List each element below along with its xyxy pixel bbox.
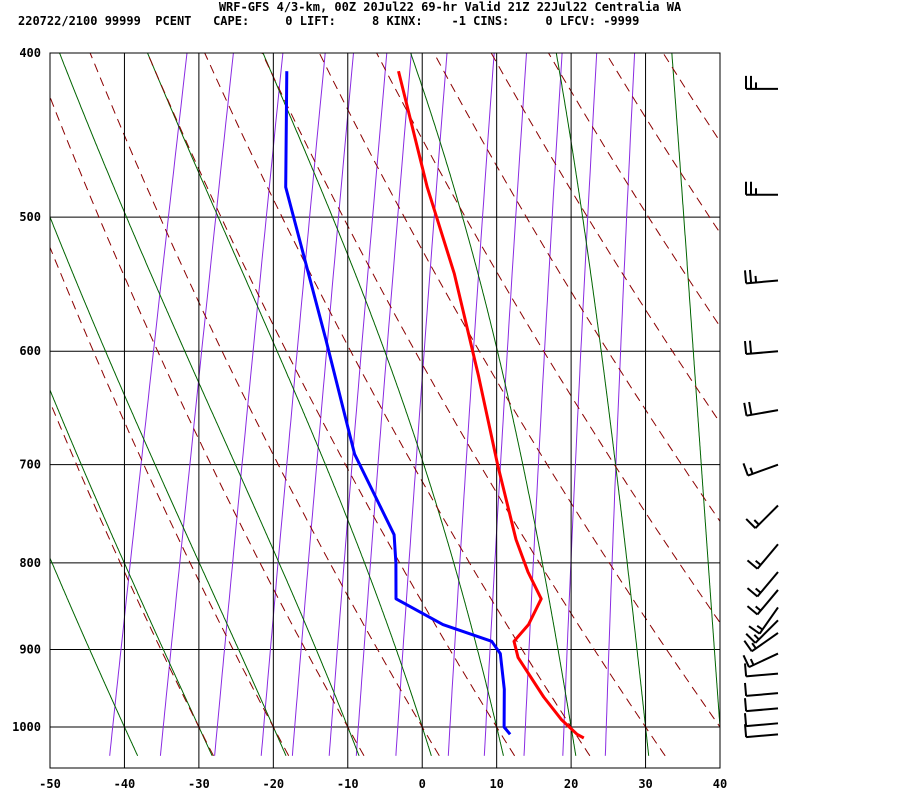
moist-adiabats	[50, 53, 720, 756]
moist-adiabat	[50, 556, 139, 756]
mixing-ratio-line	[214, 53, 284, 756]
dry-adiabat	[146, 53, 516, 757]
temperature-label: 10	[489, 777, 503, 791]
dry-adiabat	[318, 53, 720, 728]
temperature-label: -10	[337, 777, 359, 791]
temperature-label: -20	[262, 777, 284, 791]
mixing-ratio-line	[328, 53, 388, 756]
mixing-ratio-line	[109, 53, 188, 756]
wind-barb	[743, 269, 779, 285]
pressure-tick-labels: 400 500 600 700 800 900 1000	[12, 46, 41, 734]
mixing-ratio-line	[395, 53, 448, 756]
dry-adiabat	[829, 44, 900, 756]
mixing-ratio-line	[604, 53, 636, 756]
temperature-label: 20	[564, 777, 578, 791]
mixing-ratio-line	[260, 53, 326, 756]
temperature-label: -40	[114, 777, 136, 791]
dry-adiabat	[547, 53, 720, 328]
wind-barb	[745, 75, 778, 90]
wind-barbs	[742, 75, 779, 739]
mixing-ratio-line	[159, 53, 234, 756]
wind-barb	[745, 181, 778, 196]
dry-adiabat	[662, 53, 720, 143]
pressure-label: 500	[19, 210, 41, 224]
pressure-label: 1000	[12, 720, 41, 734]
isotherm-gridlines	[123, 53, 720, 768]
wind-barb	[748, 606, 779, 635]
pressure-label: 700	[19, 458, 41, 472]
wind-barb	[743, 713, 779, 728]
wind-barb	[745, 504, 779, 529]
moist-adiabat	[410, 53, 577, 756]
moist-adiabat	[58, 53, 360, 756]
dry-adiabat	[89, 53, 440, 757]
dry-adiabat	[204, 53, 591, 757]
moist-adiabat	[262, 53, 504, 756]
mixing-ratio-lines	[109, 53, 636, 756]
plot-frame	[49, 52, 721, 769]
pressure-label: 900	[19, 642, 41, 656]
mixing-ratio-line	[355, 53, 412, 756]
dry-adiabat	[50, 400, 214, 757]
indices-line: 220722/2100 99999 PCENT CAPE: 0 LIFT: 8 …	[18, 14, 640, 28]
moist-adiabat	[50, 388, 213, 756]
wind-barb	[743, 663, 779, 678]
title-line: WRF-GFS 4/3-km, 00Z 20Jul22 69-hr Valid …	[218, 0, 682, 14]
temperature-label: -30	[188, 777, 210, 791]
sounding-profiles	[284, 70, 585, 740]
temperature-profile	[397, 70, 585, 740]
wind-barb	[746, 571, 779, 598]
moist-adiabat	[555, 53, 650, 756]
dry-adiabat	[50, 246, 290, 757]
dry-adiabat	[261, 53, 666, 757]
dry-adiabat	[719, 53, 720, 54]
dewpoint-profile	[284, 71, 512, 736]
wind-barb	[743, 698, 779, 713]
moist-adiabat	[50, 215, 287, 756]
moist-adiabat	[146, 53, 432, 756]
dry-adiabat	[376, 53, 720, 624]
wind-barb	[745, 619, 779, 644]
temperature-label: 30	[638, 777, 652, 791]
isobar-gridlines	[50, 52, 720, 728]
wind-barb	[743, 632, 779, 653]
temperature-label: -50	[39, 777, 61, 791]
mixing-ratio-line	[562, 53, 598, 756]
mixing-ratio-line	[523, 53, 563, 756]
dry-adiabat	[490, 53, 720, 424]
wind-barb	[743, 340, 779, 356]
dry-adiabat	[50, 95, 365, 757]
moist-adiabat	[671, 53, 720, 735]
temperature-tick-labels: -50 -40 -30 -20 -10 0 10 20 30 40	[39, 777, 727, 791]
wind-barb	[746, 589, 779, 616]
mixing-ratio-line	[291, 53, 354, 756]
wind-barb	[742, 463, 779, 477]
pressure-label: 800	[19, 556, 41, 570]
wind-barb	[742, 652, 779, 669]
dry-adiabat	[433, 53, 720, 523]
temperature-label: 40	[713, 777, 727, 791]
pressure-label: 400	[19, 46, 41, 60]
wind-barb	[743, 682, 779, 697]
pressure-label: 600	[19, 344, 41, 358]
temperature-label: 0	[419, 777, 426, 791]
dry-adiabats	[50, 44, 900, 757]
wind-barb	[743, 401, 779, 417]
wind-barb	[743, 724, 779, 739]
wind-barb	[746, 543, 779, 570]
mixing-ratio-line	[483, 53, 527, 756]
dry-adiabat	[772, 44, 900, 756]
dry-adiabat	[886, 44, 900, 756]
mixing-ratio-line	[447, 53, 495, 756]
